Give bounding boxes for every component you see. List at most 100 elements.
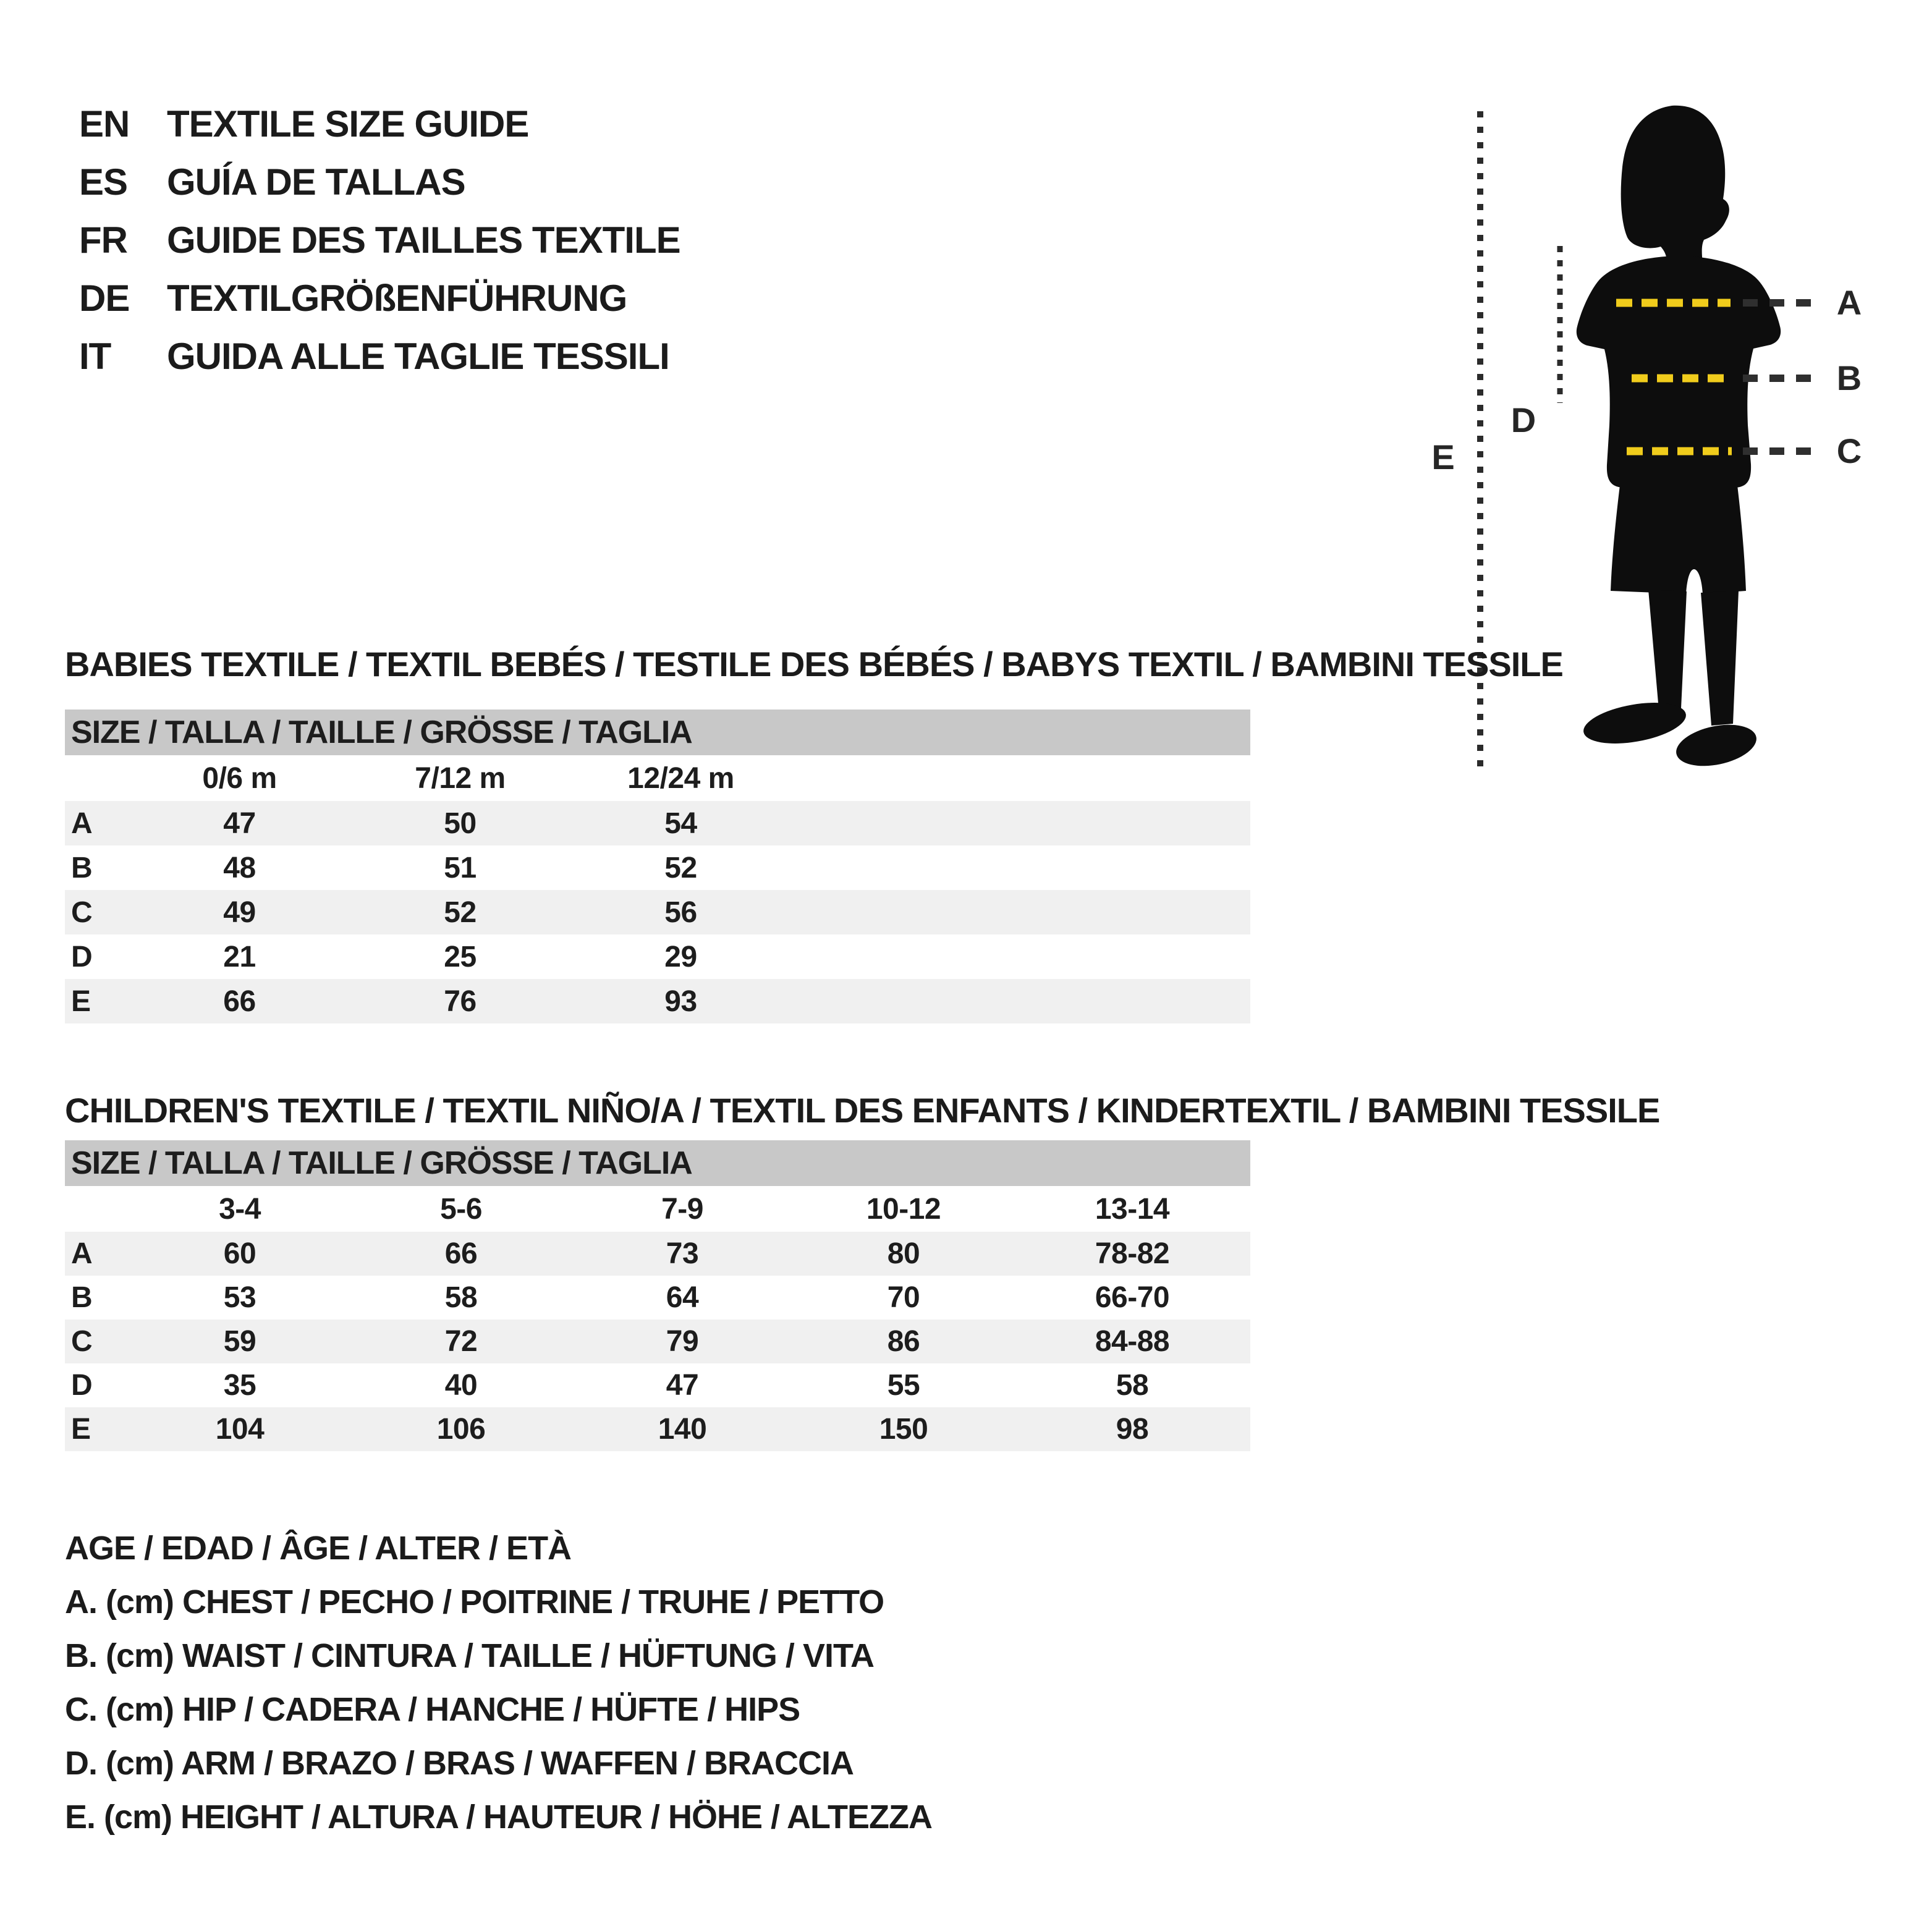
row-label: E [71,1413,91,1446]
value-cell: 93 [664,985,697,1018]
value-cell: 104 [215,1413,265,1446]
measure-label-d: D [1511,400,1536,439]
table-row-a: A 47 50 54 [65,801,1250,845]
guide-title-es: GUÍA DE TALLAS [167,161,466,203]
value-cell: 54 [664,807,697,840]
language-row-es: ES GUÍA DE TALLAS [79,153,680,211]
legend-waist-line: B. (cm) WAIST / CINTURA / TAILLE / HÜFTU… [65,1637,875,1674]
legend-age-line: AGE / EDAD / ÂGE / ALTER / ETÀ [65,1530,572,1567]
silhouette-right-leg [1701,591,1739,726]
children-column-header: 13-14 [1095,1192,1170,1226]
child-silhouette [1576,105,1781,766]
value-cell: 86 [887,1325,920,1358]
value-cell: 53 [223,1281,256,1314]
value-cell: 73 [666,1237,699,1270]
table-row-b: B 48 51 52 [65,845,1250,890]
language-code: EN [79,103,130,145]
language-row-it: IT GUIDA ALLE TAGLIE TESSILI [79,327,680,385]
children-size-header-bar: SIZE / TALLA / TAILLE / GRÖSSE / TAGLIA [65,1140,1250,1186]
value-cell: 58 [1116,1369,1149,1402]
babies-column-header-row: 0/6 m 7/12 m 12/24 m [65,755,1250,801]
row-label: C [71,896,93,929]
value-cell: 66 [444,1237,478,1270]
language-row-en: EN TEXTILE SIZE GUIDE [79,95,680,153]
measure-label-a: A [1837,283,1862,322]
children-size-table: SIZE / TALLA / TAILLE / GRÖSSE / TAGLIA … [65,1140,1250,1451]
babies-section-title: BABIES TEXTILE / TEXTIL BEBÉS / TESTILE … [65,645,1564,684]
table-row-d: D 35 40 47 55 58 [65,1363,1250,1407]
legend-hip-line: C. (cm) HIP / CADERA / HANCHE / HÜFTE / … [65,1691,800,1728]
legend-arm-line: D. (cm) ARM / BRAZO / BRAS / WAFFEN / BR… [65,1745,854,1782]
value-cell: 51 [444,851,477,884]
value-cell: 49 [223,896,256,929]
row-label: A [71,1237,93,1270]
value-cell: 70 [887,1281,920,1314]
value-cell: 29 [664,940,697,973]
value-cell: 55 [887,1369,920,1402]
guide-title-de: TEXTILGRÖßENFÜHRUNG [167,277,627,319]
measure-label-e: E [1431,438,1454,477]
babies-column-header: 7/12 m [415,761,506,795]
language-code: ES [79,161,128,203]
value-cell: 60 [223,1237,256,1270]
babies-column-header: 0/6 m [202,761,277,795]
value-cell: 78-82 [1095,1237,1170,1270]
row-label: E [71,985,91,1018]
language-row-fr: FR GUIDE DES TAILLES TEXTILE [79,211,681,269]
silhouette-head [1621,105,1729,263]
silhouette-right-shoe [1676,724,1756,766]
value-cell: 52 [664,851,697,884]
children-column-header: 5-6 [440,1192,482,1226]
value-cell: 150 [879,1413,928,1446]
children-column-header: 10-12 [866,1192,941,1226]
measure-label-b: B [1837,358,1862,397]
value-cell: 47 [666,1369,699,1402]
row-label: A [71,807,93,840]
value-cell: 140 [658,1413,707,1446]
children-column-header: 3-4 [219,1192,261,1226]
value-cell: 59 [223,1325,256,1358]
guide-title-en: TEXTILE SIZE GUIDE [167,103,529,145]
value-cell: 58 [444,1281,478,1314]
value-cell: 80 [887,1237,920,1270]
row-label: B [71,1281,93,1314]
babies-column-header: 12/24 m [627,761,734,795]
row-label: D [71,940,93,973]
value-cell: 64 [666,1281,699,1314]
value-cell: 21 [223,940,256,973]
language-title-list: EN TEXTILE SIZE GUIDE ES GUÍA DE TALLAS … [79,95,681,385]
value-cell: 72 [444,1325,478,1358]
table-row-c: C 49 52 56 [65,890,1250,934]
legend-chest-line: A. (cm) CHEST / PECHO / POITRINE / TRUHE… [65,1583,884,1621]
language-code: DE [79,277,130,319]
table-row-e: E 104 106 140 150 98 [65,1407,1250,1451]
children-column-header: 7-9 [661,1192,703,1226]
language-code: IT [79,335,111,377]
value-cell: 52 [444,896,477,929]
value-cell: 66-70 [1095,1281,1170,1314]
row-label: D [71,1369,93,1402]
babies-size-header-bar: SIZE / TALLA / TAILLE / GRÖSSE / TAGLIA [65,710,1250,755]
table-row-e: E 66 76 93 [65,979,1250,1023]
value-cell: 56 [664,896,697,929]
value-cell: 47 [223,807,256,840]
value-cell: 48 [223,851,256,884]
table-row-c: C 59 72 79 86 84-88 [65,1320,1250,1363]
language-row-de: DE TEXTILGRÖßENFÜHRUNG [79,269,680,327]
table-row-b: B 53 58 64 70 66-70 [65,1276,1250,1320]
guide-title-fr: GUIDE DES TAILLES TEXTILE [167,219,681,261]
value-cell: 35 [223,1369,256,1402]
table-row-d: D 21 25 29 [65,934,1250,979]
silhouette-shorts [1611,485,1746,594]
value-cell: 98 [1116,1413,1149,1446]
legend-height-line: E. (cm) HEIGHT / ALTURA / HAUTEUR / HÖHE… [65,1799,933,1836]
child-measurement-diagram: E D A B C [1431,105,1862,773]
measurement-legend: AGE / EDAD / ÂGE / ALTER / ETÀ A. (cm) C… [65,1522,933,1844]
value-cell: 106 [436,1413,486,1446]
measure-label-c: C [1837,431,1862,470]
value-cell: 79 [666,1325,699,1358]
row-label: B [71,851,93,884]
silhouette-shirt [1576,256,1781,488]
language-code: FR [79,219,128,261]
